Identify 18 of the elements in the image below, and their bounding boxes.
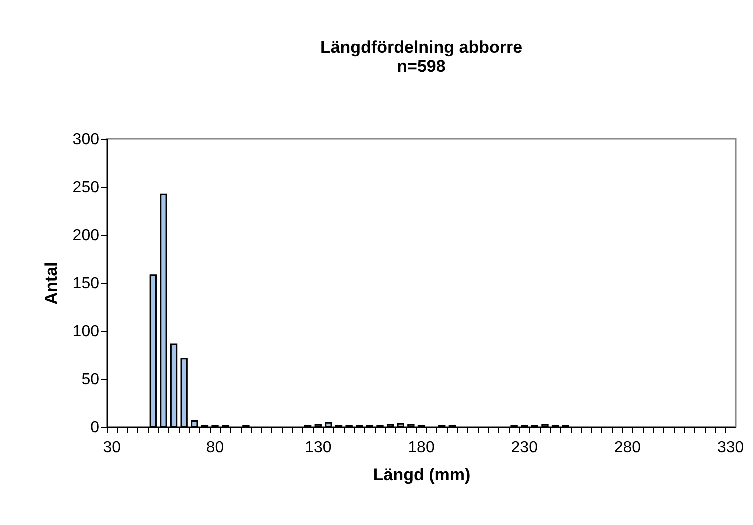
y-tick-label: 50 [82,372,100,388]
y-tick-label: 0 [90,420,100,436]
x-tick-label: 130 [305,440,332,456]
x-tick-label: 230 [511,440,538,456]
chart-title: Längdfördelning abborre [320,38,523,57]
x-tick-label: 280 [614,440,642,456]
x-tick-label: 80 [206,440,224,456]
y-tick-label: 100 [72,324,100,340]
x-tick-label: 330 [717,440,744,456]
y-axis-title: Antal [42,262,61,305]
y-tick-label: 250 [72,180,100,196]
chart-subtitle: n=598 [397,57,446,76]
y-tick-label: 200 [72,228,100,244]
y-tick-label: 300 [72,132,100,148]
x-axis-title: Längd (mm) [373,466,471,484]
x-tick-label: 180 [408,440,435,456]
y-tick-label: 150 [72,276,100,292]
x-tick-label: 30 [103,440,122,456]
